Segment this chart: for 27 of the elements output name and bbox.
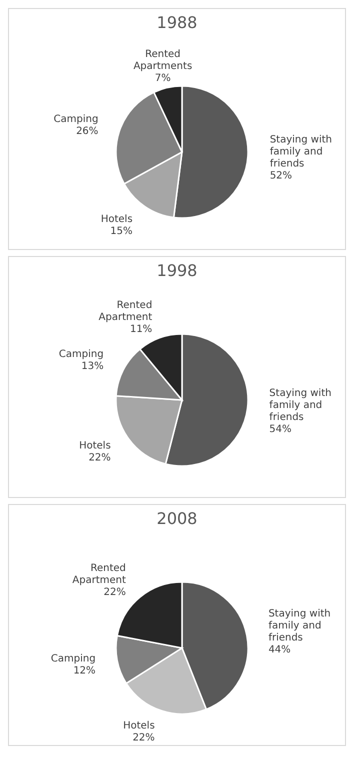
- slice-label: Staying with family and friends: [270, 134, 332, 170]
- slice-label: Hotels: [100, 213, 133, 224]
- data-label: 12%: [73, 664, 96, 676]
- data-label: 22%: [132, 732, 155, 744]
- chart-title: 2008: [156, 509, 198, 528]
- data-label: 11%: [130, 324, 152, 335]
- slice-label: Rented Apartment: [72, 562, 126, 586]
- data-label: 52%: [270, 170, 292, 182]
- data-label: 26%: [76, 125, 98, 136]
- data-label: 15%: [110, 225, 133, 236]
- slice-label: Rented Apartment: [98, 300, 152, 323]
- slice-label: Hotels: [79, 440, 111, 452]
- data-label: 22%: [88, 452, 111, 464]
- slice-label: Staying with family and friends: [269, 388, 332, 423]
- data-label: 44%: [268, 644, 291, 656]
- data-label: 22%: [104, 586, 126, 598]
- data-label: 13%: [81, 360, 104, 372]
- slice-label: Hotels: [123, 720, 155, 732]
- slice-label: Rented Apartments: [133, 48, 192, 72]
- chart-title: 1998: [156, 261, 198, 280]
- chart-title: 1988: [156, 13, 198, 32]
- data-label: 54%: [269, 424, 292, 435]
- slice-label: Staying with family and friends: [268, 608, 331, 644]
- slice-label: Camping: [54, 113, 98, 124]
- slice-label: Camping: [58, 348, 104, 360]
- data-label: 7%: [154, 72, 171, 84]
- slice-label: Camping: [50, 652, 96, 664]
